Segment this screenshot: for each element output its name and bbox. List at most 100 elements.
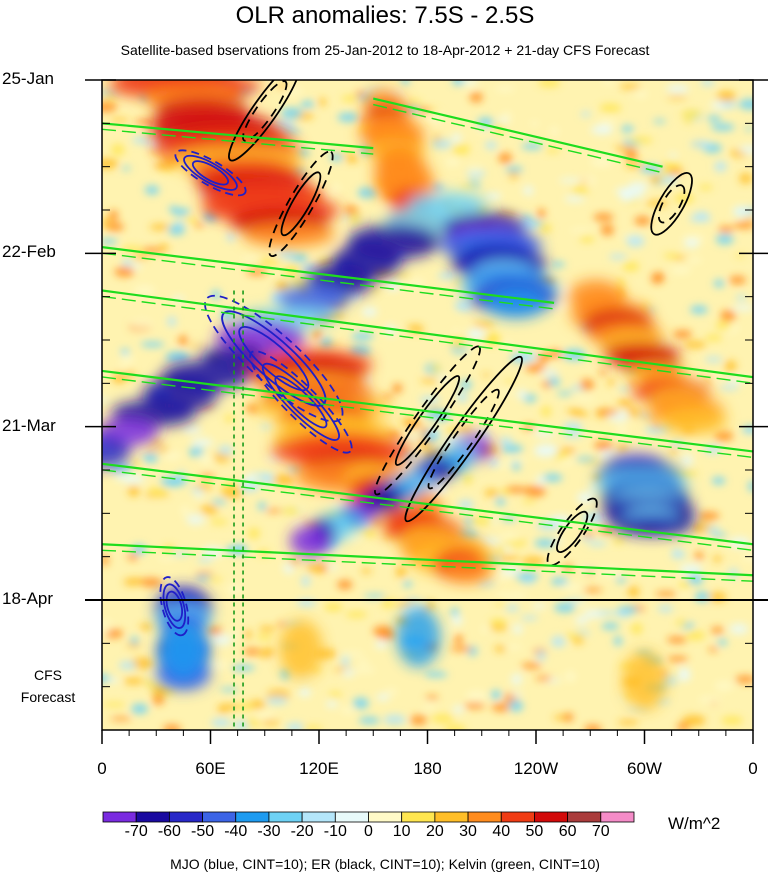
anomaly-speck bbox=[668, 447, 679, 454]
anomaly-speck bbox=[675, 619, 688, 627]
anomaly-speck bbox=[704, 377, 713, 385]
anomaly-speck bbox=[649, 175, 662, 184]
anomaly-speck bbox=[454, 300, 473, 312]
anomaly-speck bbox=[494, 645, 507, 653]
anomaly-blob bbox=[242, 222, 335, 248]
anomaly-speck bbox=[131, 263, 142, 270]
anomaly-speck bbox=[452, 276, 462, 284]
x-tick-label: 0 bbox=[748, 759, 758, 778]
anomaly-speck bbox=[569, 228, 593, 233]
anomaly-speck bbox=[343, 211, 363, 217]
units-label: W/m^2 bbox=[668, 814, 721, 833]
anomaly-speck bbox=[711, 123, 735, 132]
anomaly-speck bbox=[133, 285, 156, 296]
anomaly-speck bbox=[485, 140, 497, 150]
anomaly-speck bbox=[666, 84, 690, 94]
er-contour bbox=[268, 150, 334, 258]
anomaly-speck bbox=[158, 243, 170, 252]
colorbar-tick-label: 40 bbox=[492, 823, 511, 840]
anomaly-speck bbox=[501, 444, 524, 454]
anomaly-speck bbox=[613, 537, 625, 544]
anomaly-speck bbox=[579, 235, 595, 243]
anomaly-speck bbox=[340, 651, 365, 657]
anomaly-speck bbox=[330, 150, 354, 155]
anomaly-speck bbox=[628, 380, 638, 387]
anomaly-speck bbox=[606, 379, 615, 386]
kelvin-contour bbox=[102, 289, 753, 379]
anomaly-speck bbox=[248, 699, 266, 710]
kelvin-contour bbox=[102, 549, 753, 582]
anomaly-speck bbox=[219, 687, 239, 692]
anomaly-speck bbox=[194, 491, 204, 499]
anomaly-speck bbox=[240, 255, 260, 260]
anomaly-speck bbox=[139, 577, 163, 588]
anomaly-speck bbox=[206, 659, 228, 671]
anomaly-speck bbox=[341, 95, 358, 103]
colorbar-tick-label: -20 bbox=[290, 823, 314, 840]
anomaly-speck bbox=[550, 577, 569, 586]
anomaly-speck bbox=[495, 118, 509, 125]
anomaly-speck bbox=[168, 224, 186, 236]
anomaly-speck bbox=[556, 391, 573, 396]
colorbar-tick-label: -40 bbox=[224, 823, 248, 840]
anomaly-speck bbox=[739, 172, 753, 185]
anomaly-speck bbox=[494, 592, 518, 600]
anomaly-speck bbox=[256, 634, 272, 641]
anomaly-speck bbox=[298, 686, 311, 698]
anomaly-speck bbox=[442, 626, 453, 633]
anomaly-speck bbox=[583, 587, 603, 593]
anomaly-speck bbox=[651, 272, 663, 285]
kelvin-contour bbox=[372, 97, 663, 168]
x-tick-label: 120E bbox=[299, 759, 339, 778]
anomaly-speck bbox=[575, 456, 596, 462]
anomaly-speck bbox=[680, 470, 698, 477]
anomaly-speck bbox=[521, 499, 537, 504]
kelvin-contour bbox=[102, 246, 555, 304]
anomaly-speck bbox=[711, 374, 721, 386]
anomaly-speck bbox=[499, 532, 521, 541]
anomaly-speck bbox=[102, 101, 118, 113]
anomaly-speck bbox=[370, 287, 381, 293]
anomaly-speck bbox=[505, 457, 528, 463]
colorbar-swatch bbox=[135, 811, 170, 823]
anomaly-speck bbox=[498, 388, 514, 396]
anomaly-speck bbox=[375, 639, 388, 649]
anomaly-speck bbox=[246, 268, 267, 276]
anomaly-blob bbox=[613, 515, 693, 536]
anomaly-speck bbox=[714, 161, 727, 173]
mjo-contour bbox=[165, 590, 184, 622]
anomaly-speck bbox=[736, 294, 747, 301]
anomaly-speck bbox=[596, 409, 620, 415]
anomaly-speck bbox=[542, 473, 563, 482]
anomaly-speck bbox=[420, 377, 438, 383]
anomaly-speck bbox=[580, 535, 593, 541]
anomaly-speck bbox=[708, 647, 719, 653]
anomaly-speck bbox=[102, 93, 119, 102]
anomaly-speck bbox=[559, 458, 574, 466]
anomaly-speck bbox=[690, 305, 708, 315]
anomaly-speck bbox=[683, 257, 703, 263]
anomaly-speck bbox=[142, 453, 159, 463]
anomaly-speck bbox=[608, 253, 628, 260]
anomaly-speck bbox=[131, 703, 149, 715]
anomaly-speck bbox=[431, 714, 454, 723]
anomaly-speck bbox=[574, 601, 590, 608]
er-contour bbox=[242, 80, 288, 142]
anomaly-speck bbox=[341, 667, 355, 677]
anomaly-speck bbox=[674, 193, 695, 204]
anomaly-speck bbox=[195, 575, 212, 581]
kelvin-contour bbox=[102, 543, 753, 577]
anomaly-speck bbox=[392, 383, 403, 394]
colorbar-swatch bbox=[334, 811, 369, 823]
colorbar-swatch bbox=[600, 811, 635, 823]
forecast-feature bbox=[396, 607, 441, 668]
anomaly-speck bbox=[450, 646, 473, 652]
anomaly-speck bbox=[541, 368, 559, 378]
anomaly-speck bbox=[144, 185, 160, 195]
anomaly-speck bbox=[500, 488, 510, 498]
anomaly-speck bbox=[451, 132, 462, 145]
anomaly-speck bbox=[537, 208, 546, 219]
anomaly-speck bbox=[746, 206, 753, 217]
cfs-label-line2: Forecast bbox=[20, 689, 76, 705]
anomaly-speck bbox=[590, 156, 614, 167]
